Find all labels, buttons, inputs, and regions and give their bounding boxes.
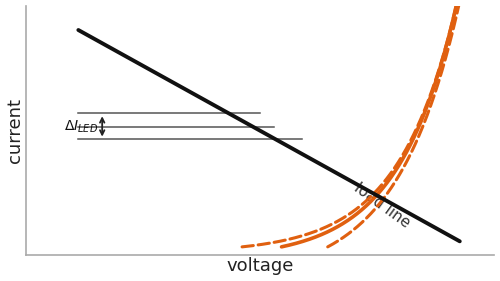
Text: $\Delta I_{LED}$: $\Delta I_{LED}$: [64, 118, 98, 135]
Y-axis label: current: current: [6, 98, 24, 163]
X-axis label: voltage: voltage: [226, 257, 294, 275]
Text: load line: load line: [352, 180, 413, 231]
